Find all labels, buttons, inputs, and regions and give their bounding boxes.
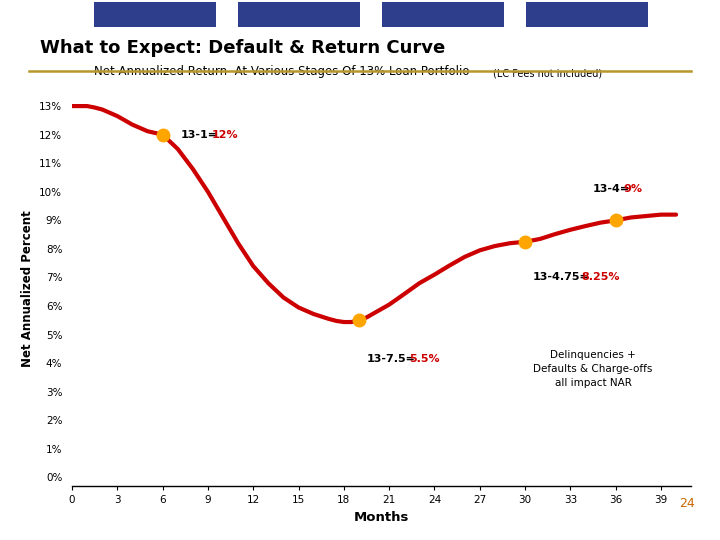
Text: 13-7.5=: 13-7.5=	[366, 354, 415, 364]
Text: 9%: 9%	[624, 184, 642, 194]
Text: (LC Fees not included): (LC Fees not included)	[493, 68, 603, 78]
Bar	[382, 2, 504, 28]
Bar	[526, 2, 648, 28]
Text: Net Annualized Return  At Various Stages Of 13% Loan Portfolio: Net Annualized Return At Various Stages …	[94, 65, 469, 78]
Text: 8.25%: 8.25%	[582, 273, 620, 282]
Text: 13-4.75=: 13-4.75=	[533, 273, 590, 282]
Text: 24: 24	[679, 497, 695, 510]
Bar	[94, 2, 216, 28]
Bar	[238, 2, 360, 28]
X-axis label: Months: Months	[354, 511, 409, 524]
Text: 13-4=: 13-4=	[593, 184, 630, 194]
Text: What to Expect: Default & Return Curve: What to Expect: Default & Return Curve	[40, 39, 445, 57]
Text: 5.5%: 5.5%	[409, 354, 440, 364]
Y-axis label: Net Annualized Percent: Net Annualized Percent	[21, 211, 34, 367]
Text: 13-1=: 13-1=	[181, 130, 217, 140]
Text: Delinquencies +
Defaults & Charge-offs
all impact NAR: Delinquencies + Defaults & Charge-offs a…	[534, 350, 653, 388]
Text: 12%: 12%	[211, 130, 238, 140]
